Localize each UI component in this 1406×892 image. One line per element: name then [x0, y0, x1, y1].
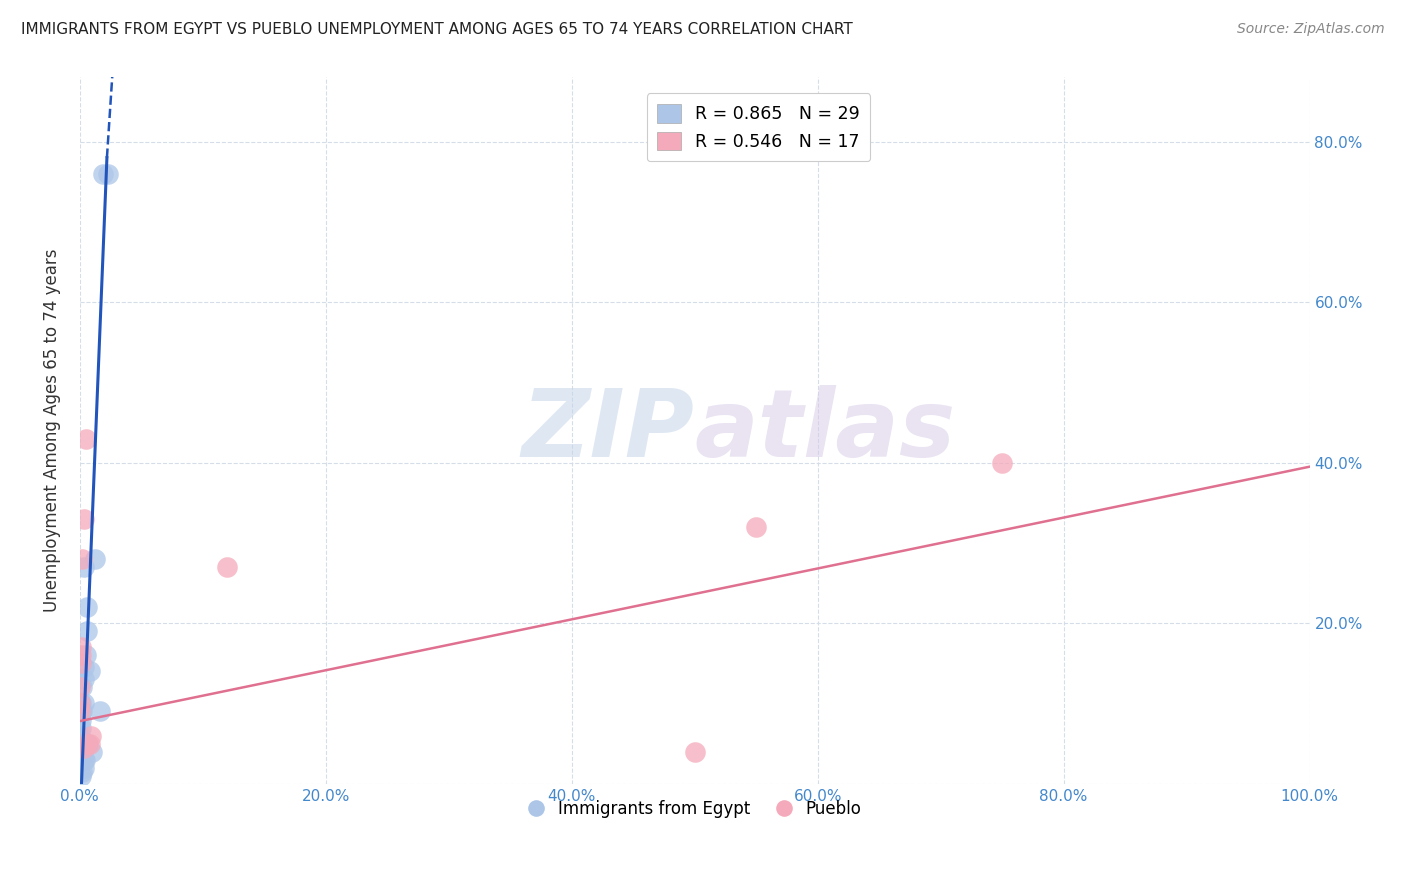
- Point: [69, 732, 91, 747]
- Point: [70, 697, 93, 711]
- Point: [683, 745, 706, 759]
- Y-axis label: Unemployment Among Ages 65 to 74 years: Unemployment Among Ages 65 to 74 years: [44, 249, 60, 612]
- Point: [745, 520, 768, 534]
- Point: [79, 737, 101, 751]
- Point: [70, 640, 93, 655]
- Point: [72, 660, 94, 674]
- Point: [72, 705, 94, 719]
- Point: [69, 657, 91, 671]
- Point: [79, 665, 101, 679]
- Point: [76, 737, 98, 751]
- Text: ZIP: ZIP: [522, 384, 695, 476]
- Point: [82, 745, 104, 759]
- Point: [75, 648, 97, 663]
- Point: [70, 769, 93, 783]
- Point: [76, 600, 98, 615]
- Point: [72, 552, 94, 566]
- Point: [72, 764, 94, 779]
- Point: [76, 624, 98, 639]
- Point: [72, 753, 94, 767]
- Point: [70, 705, 93, 719]
- Point: [73, 753, 96, 767]
- Legend: Immigrants from Egypt, Pueblo: Immigrants from Egypt, Pueblo: [522, 794, 868, 825]
- Point: [77, 737, 100, 751]
- Text: IMMIGRANTS FROM EGYPT VS PUEBLO UNEMPLOYMENT AMONG AGES 65 TO 74 YEARS CORRELATI: IMMIGRANTS FROM EGYPT VS PUEBLO UNEMPLOY…: [21, 22, 853, 37]
- Point: [69, 681, 91, 695]
- Text: atlas: atlas: [695, 384, 956, 476]
- Point: [70, 648, 93, 663]
- Point: [69, 745, 91, 759]
- Point: [72, 697, 94, 711]
- Point: [72, 560, 94, 574]
- Point: [72, 681, 94, 695]
- Point: [72, 761, 94, 775]
- Point: [72, 673, 94, 687]
- Point: [72, 740, 94, 755]
- Point: [69, 729, 91, 743]
- Point: [217, 560, 239, 574]
- Point: [69, 697, 91, 711]
- Point: [69, 705, 91, 719]
- Point: [83, 552, 105, 566]
- Point: [75, 432, 97, 446]
- Point: [91, 167, 114, 181]
- Point: [80, 729, 103, 743]
- Point: [70, 721, 93, 735]
- Point: [72, 512, 94, 526]
- Point: [69, 748, 91, 763]
- Point: [991, 456, 1014, 470]
- Point: [97, 167, 120, 181]
- Point: [70, 713, 93, 727]
- Text: Source: ZipAtlas.com: Source: ZipAtlas.com: [1237, 22, 1385, 37]
- Point: [89, 705, 111, 719]
